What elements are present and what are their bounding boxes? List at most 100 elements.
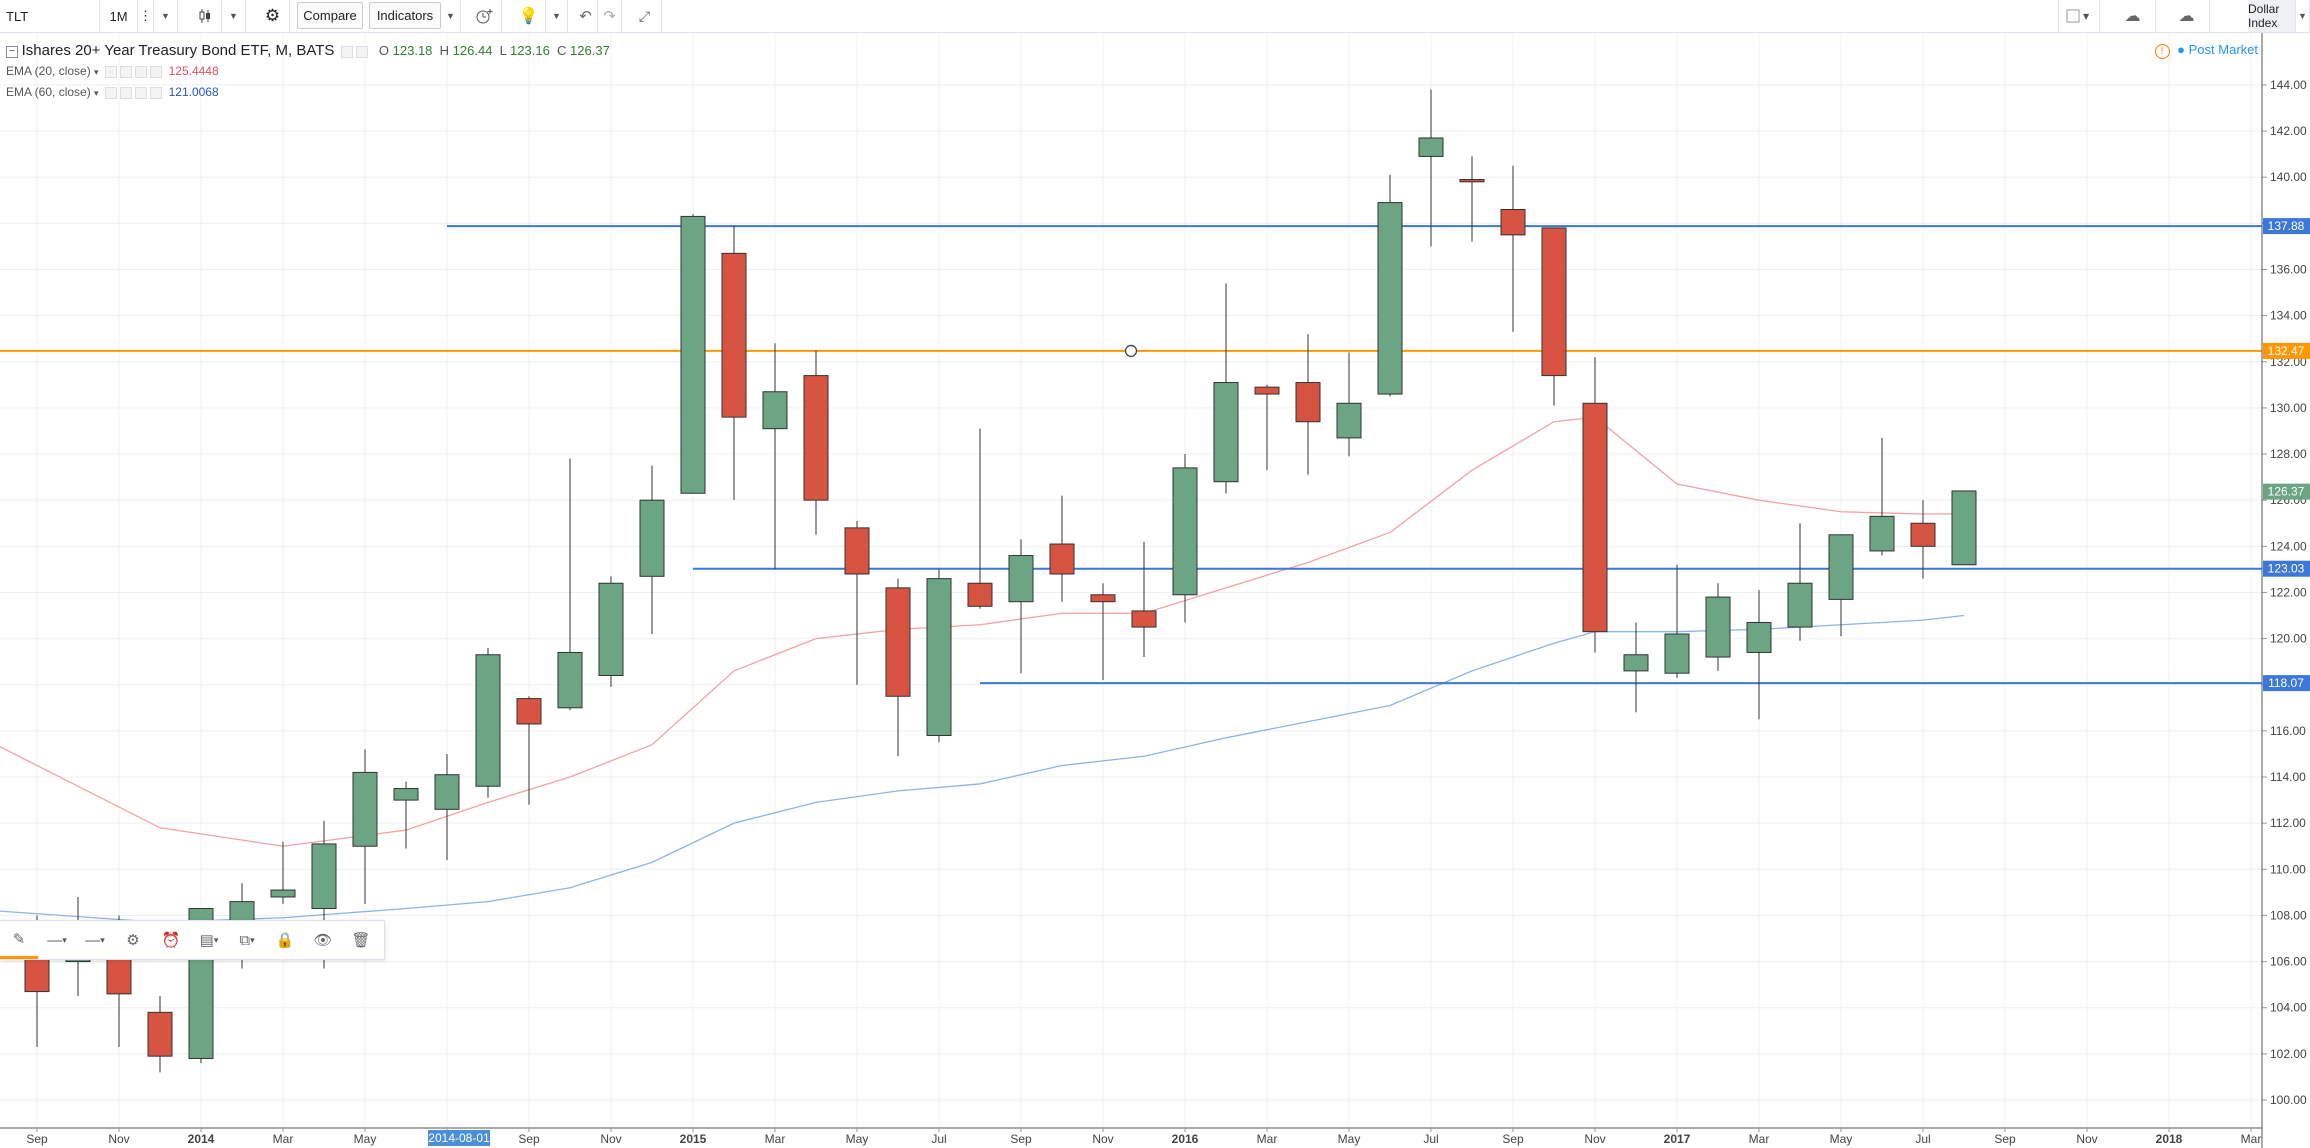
candle-body-down: [1254, 386, 1280, 395]
layers-icon[interactable]: ▤ ▾: [199, 932, 219, 949]
price-tick-label: 134.00: [2270, 309, 2307, 323]
ema20-hide-icon[interactable]: [119, 65, 132, 78]
ema60-hide-icon[interactable]: [119, 86, 132, 99]
series-hide-icon[interactable]: [356, 45, 369, 58]
drawing-toolbar: ✎ — ▾ ― ▾ ⚙ ⏰ ▤ ▾ ⧉ ▾ 🔒 👁 🗑: [0, 920, 385, 960]
price-tick-label: 140.00: [2270, 170, 2307, 184]
ema20-settings-icon[interactable]: [104, 65, 117, 78]
time-axis[interactable]: Sep Nov 2014 Mar May Jul 2014-08-01 Sep Nov 2015 M…: [0, 1127, 2262, 1146]
alert-clock-icon[interactable]: [466, 0, 502, 32]
time-tick-label: Sep: [1502, 1132, 1524, 1146]
price-tick-label: 110.00: [2270, 862, 2306, 876]
post-market-indicator[interactable]: ! ● Post Market: [2154, 42, 2258, 59]
fullscreen-icon[interactable]: ⤢: [628, 0, 662, 32]
candlestick-style-icon[interactable]: [188, 0, 222, 32]
ema20-remove-icon[interactable]: [149, 65, 162, 78]
price-tick-label: 144.00: [2270, 78, 2307, 92]
dollar-index-caret[interactable]: ▼: [2296, 0, 2310, 32]
undo-icon[interactable]: ↶: [574, 0, 598, 32]
price-chart[interactable]: 100.00 102.00 104.00 106.00 108.00 110.00 112.…: [0, 33, 2310, 1148]
candle: [1623, 622, 1649, 713]
time-tick-label: 2016: [1172, 1132, 1199, 1146]
eye-icon[interactable]: 👁: [313, 932, 333, 949]
candle-body-up: [1172, 467, 1198, 596]
price-tick-label: 102.00: [2270, 1047, 2307, 1061]
candle: [1049, 495, 1075, 602]
cloud-save-icon[interactable]: ☁: [2164, 0, 2210, 32]
layout-selector-icon[interactable]: ▼: [2058, 0, 2100, 32]
symbol-text: TLT: [6, 8, 29, 24]
candle: [885, 578, 911, 757]
time-tick-label: Nov: [108, 1132, 129, 1146]
ema60-remove-icon[interactable]: [149, 86, 162, 99]
line-handle[interactable]: [1124, 344, 1138, 358]
candle-body-up: [393, 788, 419, 801]
candle-body-down: [1541, 227, 1567, 377]
candle: [1131, 541, 1157, 658]
price-tick-label: 106.00: [2270, 955, 2307, 969]
candle: [1746, 590, 1772, 720]
ema20-caret-icon[interactable]: ▾: [94, 67, 99, 77]
trash-icon[interactable]: 🗑: [351, 932, 371, 949]
candle-body-down: [1910, 522, 1936, 547]
price-tick-label: 100.00: [2270, 1093, 2307, 1107]
last-price-badge: [2263, 483, 2310, 500]
redo-icon[interactable]: ↷: [598, 0, 622, 32]
ohlc-high-value: 126.44: [452, 43, 493, 58]
settings-gear-icon[interactable]: ⚙: [256, 0, 290, 32]
collapse-legend-icon[interactable]: −: [6, 45, 18, 58]
interval-selector[interactable]: 1M: [100, 0, 138, 32]
candle: [1459, 156, 1485, 242]
candle-body-up: [926, 578, 952, 736]
ema20-add-icon[interactable]: [134, 65, 147, 78]
hline-price-label: 123.03: [2268, 562, 2305, 576]
candle-body-up: [639, 499, 665, 577]
candle: [1951, 490, 1977, 566]
bulb-dropdown-caret[interactable]: ▼: [546, 0, 568, 32]
alert-icon[interactable]: ⏰: [161, 932, 181, 949]
ohlc-close-label: C: [557, 43, 567, 58]
price-tick-label: 136.00: [2270, 262, 2307, 276]
ema60-caret-icon[interactable]: ▾: [94, 88, 99, 98]
candle: [803, 350, 829, 535]
candle-body-down: [1049, 543, 1075, 575]
ema60-line: [0, 614, 1965, 924]
more-options-icon[interactable]: ⋮: [138, 0, 154, 32]
line-style-icon[interactable]: ― ▾: [85, 931, 105, 949]
candle: [1254, 384, 1280, 471]
dollar-index-button[interactable]: Dollar Index: [2248, 0, 2296, 32]
time-tick-label: Nov: [1584, 1132, 1605, 1146]
clone-icon[interactable]: ⧉ ▾: [239, 931, 255, 949]
pencil-icon[interactable]: ✎: [0, 921, 38, 959]
lock-icon[interactable]: 🔒: [275, 932, 295, 949]
time-crosshair-label: 2014-08-01: [428, 1131, 490, 1145]
candle: [1295, 334, 1321, 475]
gear-icon[interactable]: ⚙: [126, 932, 140, 949]
candle-body-down: [1582, 402, 1608, 633]
chart-style-dropdown-caret[interactable]: ▼: [222, 0, 246, 32]
symbol-search-input[interactable]: TLT: [0, 0, 100, 32]
ohlc-close-value: 126.37: [570, 43, 610, 58]
series-settings-icon[interactable]: [341, 45, 354, 58]
cloud-load-icon[interactable]: ☁: [2110, 0, 2156, 32]
price-axis[interactable]: 100.00 102.00 104.00 106.00 108.00 110.00 112.…: [2261, 33, 2310, 1148]
candle-body-up: [680, 215, 706, 494]
candle-body-up: [434, 774, 460, 810]
line-color-icon[interactable]: — ▾: [47, 931, 67, 949]
candle: [1541, 227, 1567, 406]
candle: [926, 569, 952, 743]
dollar-index-label: Dollar Index: [2248, 2, 2280, 30]
horizontal-lines[interactable]: [0, 225, 2262, 685]
candle-body-down: [1131, 610, 1157, 628]
ema60-settings-icon[interactable]: [104, 86, 117, 99]
compare-button[interactable]: Compare: [297, 2, 363, 29]
ema60-add-icon[interactable]: [134, 86, 147, 99]
indicators-button[interactable]: Indicators: [369, 2, 441, 29]
candle-body-down: [885, 587, 911, 697]
bulb-icon[interactable]: 💡: [512, 0, 546, 32]
post-market-dot-icon: ●: [2177, 42, 2186, 57]
interval-dropdown-caret[interactable]: ▼: [154, 0, 178, 32]
indicators-dropdown-caret[interactable]: ▼: [441, 0, 461, 32]
time-tick-label: Mar: [2241, 1132, 2262, 1146]
candle-body-up: [1664, 633, 1690, 674]
